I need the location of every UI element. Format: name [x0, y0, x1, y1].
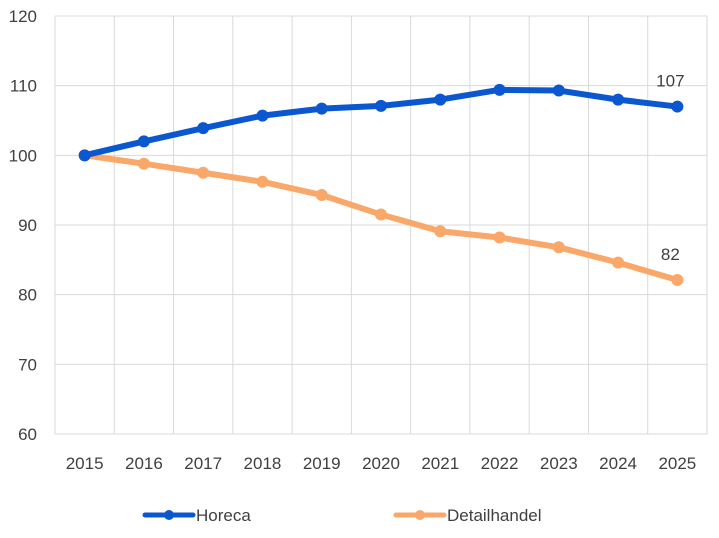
end-label-detailhandel: 82: [661, 245, 680, 264]
data-point-detailhandel: [137, 157, 150, 170]
x-tick-label: 2022: [481, 454, 519, 473]
x-tick-label: 2021: [421, 454, 459, 473]
x-axis-ticks: 2015 2016 2017 2018 2019 2020 2021 2022 2023 2024…: [66, 454, 697, 473]
y-tick-label: 120: [9, 7, 37, 26]
y-tick-label: 80: [18, 286, 37, 305]
data-point-horeca: [78, 149, 91, 162]
y-tick-label: 70: [18, 355, 37, 374]
data-point-detailhandel: [375, 208, 387, 221]
legend-swatch-marker: [164, 510, 174, 520]
data-point-horeca: [671, 100, 684, 113]
x-tick-label: 2019: [303, 454, 341, 473]
y-tick-label: 100: [9, 146, 37, 165]
x-tick-label: 2015: [66, 454, 104, 473]
data-point-horeca: [137, 135, 150, 148]
x-tick-label: 2020: [362, 454, 400, 473]
series-group: [78, 83, 684, 287]
data-point-detailhandel: [256, 175, 269, 188]
data-point-horeca: [552, 84, 565, 97]
data-point-horeca: [612, 93, 625, 106]
legend-label-detailhandel: Detailhandel: [447, 506, 542, 525]
data-point-horeca: [256, 109, 269, 122]
data-point-detailhandel: [434, 225, 447, 238]
data-point-horeca: [493, 83, 506, 96]
legend-swatch-marker: [415, 510, 425, 520]
legend: Horeca Detailhandel: [142, 506, 542, 525]
x-tick-label: 2024: [599, 454, 637, 473]
y-tick-label: 110: [10, 77, 37, 96]
data-point-detailhandel: [552, 241, 565, 254]
y-axis-ticks: 60 70 80 90 100 110 120: [9, 7, 37, 444]
x-tick-label: 2017: [184, 454, 222, 473]
x-tick-label: 2016: [125, 454, 163, 473]
data-point-detailhandel: [671, 274, 684, 287]
x-tick-label: 2018: [244, 454, 282, 473]
y-tick-label: 60: [18, 425, 37, 444]
data-point-horeca: [434, 93, 447, 106]
end-labels: 82 107: [656, 72, 684, 264]
data-point-horeca: [375, 99, 387, 112]
grid-lines: [54, 15, 708, 435]
y-tick-label: 90: [18, 216, 37, 235]
data-point-detailhandel: [197, 166, 210, 179]
data-point-detailhandel: [612, 256, 625, 269]
end-label-horeca: 107: [656, 72, 684, 91]
x-tick-label: 2023: [540, 454, 578, 473]
data-point-detailhandel: [493, 231, 506, 244]
data-point-horeca: [197, 122, 210, 135]
data-point-horeca: [315, 102, 328, 115]
x-tick-label: 2025: [658, 454, 696, 473]
data-point-detailhandel: [315, 189, 328, 202]
legend-label-horeca: Horeca: [196, 506, 251, 525]
